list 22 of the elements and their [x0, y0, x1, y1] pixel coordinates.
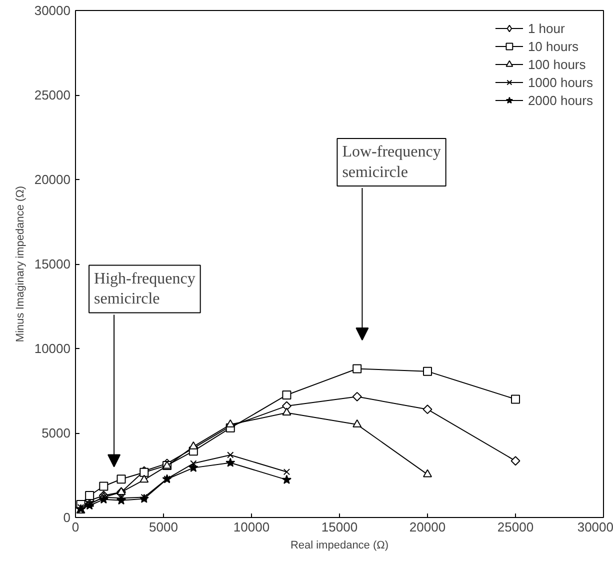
- x-tick-label: 10000: [233, 520, 270, 534]
- x-tick-label: 5000: [149, 520, 178, 534]
- y-axis-title: Minus Imaginary impedance (Ω): [14, 186, 26, 342]
- y-tick-label: 30000: [34, 3, 71, 18]
- legend-label: 1000 hours: [528, 74, 593, 90]
- y-tick-label: 25000: [34, 88, 71, 102]
- legend-label: 1 hour: [528, 20, 565, 36]
- y-tick-label: 20000: [34, 172, 71, 187]
- y-tick-label: 10000: [34, 341, 71, 356]
- annotation: Low-frequency semicircle: [342, 144, 441, 181]
- x-axis-title: Real impedance (Ω): [290, 540, 389, 552]
- x-tick-label: 30000: [577, 520, 613, 534]
- x-tick-label: 15000: [321, 520, 358, 534]
- legend-label: 2000 hours: [528, 92, 593, 108]
- x-tick-label: 25000: [497, 520, 534, 534]
- legend-label: 100 hours: [528, 56, 586, 72]
- x-tick-label: 20000: [409, 520, 446, 534]
- legend-label: 10 hours: [528, 38, 579, 54]
- annotation: High-frequency semicircle: [94, 270, 196, 308]
- y-tick-label: 0: [63, 510, 71, 525]
- y-tick-label: 5000: [42, 426, 70, 440]
- y-tick-label: 15000: [34, 256, 71, 272]
